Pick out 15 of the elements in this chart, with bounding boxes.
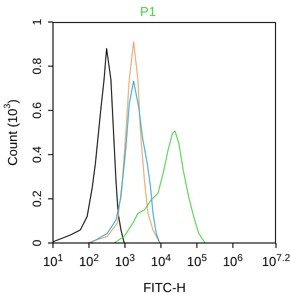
x-tick-label: 10$^{6}$ xyxy=(222,252,244,269)
y-tick-label: 0.4 xyxy=(30,146,44,163)
y-tick-label: 0 xyxy=(30,239,44,246)
x-tick-label: 10$^{2}$ xyxy=(78,252,100,269)
y-tick-label: 0.6 xyxy=(30,102,44,119)
x-tick-label: 10$^{4}$ xyxy=(150,252,172,269)
y-tick-label: 0.2 xyxy=(30,190,44,208)
x-tick-label: 10$^{1}$ xyxy=(42,252,64,269)
y-tick-label: 1 xyxy=(30,18,44,26)
text: P1 xyxy=(140,4,156,19)
y-tick-label: 0.8 xyxy=(30,58,44,75)
x-tick-label: 10$^{5}$ xyxy=(186,252,208,269)
x-tick-label: 10$^{7.2}$ xyxy=(262,252,290,269)
x-tick-label: 10$^{3}$ xyxy=(114,252,136,269)
x-axis-title: FITC-H xyxy=(143,280,186,295)
